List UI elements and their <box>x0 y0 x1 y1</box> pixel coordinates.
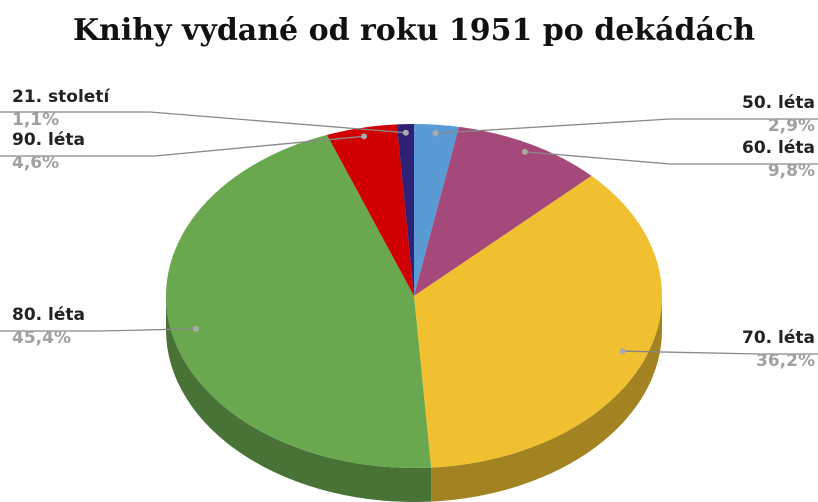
leader-line <box>622 350 818 355</box>
slice-value: 45,4% <box>12 328 71 348</box>
leader-dot <box>402 129 409 136</box>
slice-label: 60. léta <box>742 138 815 158</box>
slice <box>414 126 592 296</box>
slice-value: 36,2% <box>756 351 815 371</box>
leader-dot <box>361 133 368 140</box>
slice-value: 2,9% <box>768 116 815 136</box>
slice-side <box>431 296 662 502</box>
chart-title: Knihy vydané od roku 1951 po dekádách <box>73 13 755 48</box>
slice <box>414 124 459 296</box>
slice-value: 1,1% <box>12 110 59 130</box>
leader-dot <box>192 325 199 332</box>
leader-line <box>0 135 365 157</box>
leader-dot <box>521 148 528 155</box>
leader-line <box>524 151 818 165</box>
slice <box>414 175 662 468</box>
leader-line <box>0 328 196 332</box>
slice-side <box>166 296 432 502</box>
slice-label: 90. léta <box>12 130 85 150</box>
slice <box>327 124 414 297</box>
slice-label: 70. léta <box>742 328 815 348</box>
slice <box>165 134 432 468</box>
leader-line <box>0 111 406 134</box>
slice <box>396 124 414 296</box>
leader-dot <box>432 130 439 137</box>
leader-dot <box>619 348 626 355</box>
slice-label: 80. léta <box>12 305 85 325</box>
slice-value: 9,8% <box>768 161 815 181</box>
slice-value: 4,6% <box>12 153 59 173</box>
slice-label: 50. léta <box>742 93 815 113</box>
leader-line <box>435 118 818 134</box>
slice-label: 21. století <box>12 87 110 107</box>
